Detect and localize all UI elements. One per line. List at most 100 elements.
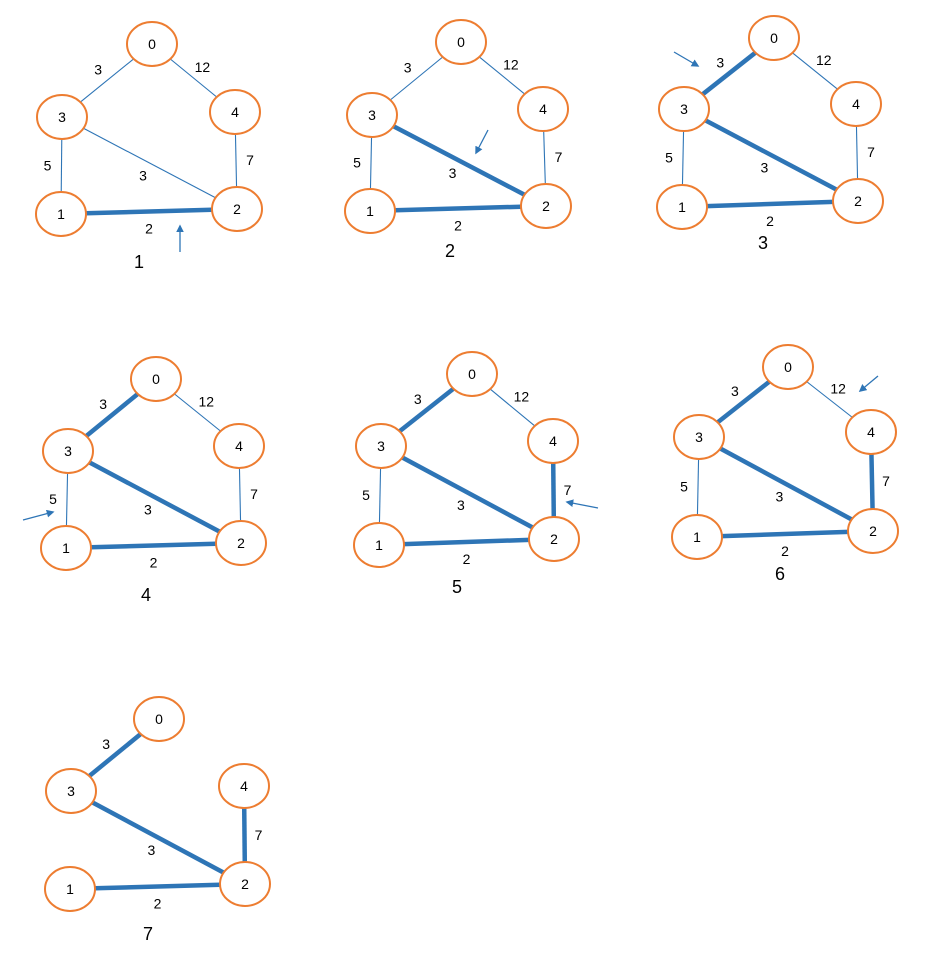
edge-4-2 <box>234 133 238 188</box>
node-circle <box>213 423 265 469</box>
node-4: 4 <box>209 89 261 135</box>
node-2: 2 <box>520 183 572 229</box>
node-label: 2 <box>233 201 241 217</box>
node-label: 2 <box>550 531 558 547</box>
edge-weight-label: 12 <box>830 380 846 396</box>
node-circle <box>528 516 580 562</box>
step-caption: 1 <box>134 252 144 272</box>
node-0: 0 <box>133 696 185 742</box>
edge-1-2-selected <box>403 537 530 547</box>
node-4: 4 <box>527 418 579 464</box>
step-caption: 4 <box>141 585 151 605</box>
edge-3-1 <box>369 136 373 190</box>
node-4: 4 <box>830 81 882 127</box>
node-1: 1 <box>344 188 396 234</box>
node-circle <box>520 183 572 229</box>
node-3: 3 <box>36 94 88 140</box>
edge-0-4 <box>792 52 838 90</box>
node-label: 2 <box>241 876 249 892</box>
node-1: 1 <box>35 191 87 237</box>
node-label: 3 <box>680 101 688 117</box>
node-4: 4 <box>517 86 569 132</box>
node-1: 1 <box>40 525 92 571</box>
node-1: 1 <box>44 866 96 912</box>
pointer-arrow-icon <box>475 129 489 155</box>
node-label: 1 <box>375 537 383 553</box>
edge-1-2-selected <box>706 199 834 209</box>
edge-weight-label: 7 <box>555 149 563 165</box>
node-0: 0 <box>762 344 814 390</box>
node-circle <box>435 19 487 65</box>
edge-weight-label: 3 <box>102 736 110 752</box>
node-circle <box>762 344 814 390</box>
node-label: 0 <box>152 371 160 387</box>
node-circle <box>830 81 882 127</box>
node-label: 0 <box>155 711 163 727</box>
edge-3-0-selected <box>87 732 143 778</box>
step-caption: 7 <box>143 924 153 944</box>
edge-3-2-selected <box>88 460 221 534</box>
node-circle <box>218 763 270 809</box>
node-circle <box>36 94 88 140</box>
edge-0-4 <box>489 388 536 427</box>
edge-3-1 <box>378 467 382 524</box>
node-3: 3 <box>673 414 725 460</box>
node-2: 2 <box>215 520 267 566</box>
node-1: 1 <box>353 522 405 568</box>
step-caption: 2 <box>445 241 455 261</box>
node-label: 4 <box>235 438 243 454</box>
edge-weight-label: 5 <box>353 155 361 171</box>
node-circle <box>527 418 579 464</box>
edge-weight-label: 2 <box>454 218 462 234</box>
edge-weight-label: 3 <box>414 391 422 407</box>
edge-3-0-selected <box>716 379 771 425</box>
edge-weight-label: 5 <box>362 487 370 503</box>
node-circle <box>355 423 407 469</box>
node-4: 4 <box>213 423 265 469</box>
node-circle <box>832 178 884 224</box>
edge-weight-label: 3 <box>139 167 147 183</box>
node-circle <box>847 508 899 554</box>
node-circle <box>517 86 569 132</box>
step-caption: 6 <box>775 564 785 584</box>
node-circle <box>44 866 96 912</box>
edge-weight-label: 3 <box>449 165 457 181</box>
node-label: 1 <box>57 206 65 222</box>
node-label: 2 <box>542 198 550 214</box>
node-label: 2 <box>869 523 877 539</box>
edge-weight-label: 3 <box>404 60 412 76</box>
node-label: 4 <box>240 778 248 794</box>
node-3: 3 <box>346 92 398 138</box>
edge-weight-label: 12 <box>503 57 519 73</box>
edge-1-2-selected <box>90 541 217 550</box>
edge-3-0-selected <box>398 386 455 434</box>
node-2: 2 <box>847 508 899 554</box>
node-label: 0 <box>468 366 476 382</box>
pointer-arrow-icon <box>565 499 599 509</box>
edge-1-2-selected <box>721 529 849 539</box>
node-circle <box>446 351 498 397</box>
node-label: 4 <box>549 433 557 449</box>
node-label: 3 <box>377 438 385 454</box>
edge-4-2 <box>238 467 242 522</box>
node-2: 2 <box>219 861 271 907</box>
edge-3-1 <box>681 130 685 186</box>
node-4: 4 <box>218 763 270 809</box>
edge-weight-label: 5 <box>49 491 57 507</box>
node-0: 0 <box>446 351 498 397</box>
node-label: 0 <box>770 30 778 46</box>
node-circle <box>42 428 94 474</box>
node-label: 4 <box>539 101 547 117</box>
edge-weight-label: 3 <box>99 396 107 412</box>
edge-weight-label: 7 <box>867 144 875 160</box>
node-label: 1 <box>678 199 686 215</box>
edge-weight-label: 3 <box>731 383 739 399</box>
node-label: 1 <box>62 540 70 556</box>
node-circle <box>211 186 263 232</box>
edge-weight-label: 2 <box>150 555 158 571</box>
node-2: 2 <box>832 178 884 224</box>
edge-weight-label: 12 <box>514 389 530 405</box>
edge-weight-label: 5 <box>680 479 688 495</box>
